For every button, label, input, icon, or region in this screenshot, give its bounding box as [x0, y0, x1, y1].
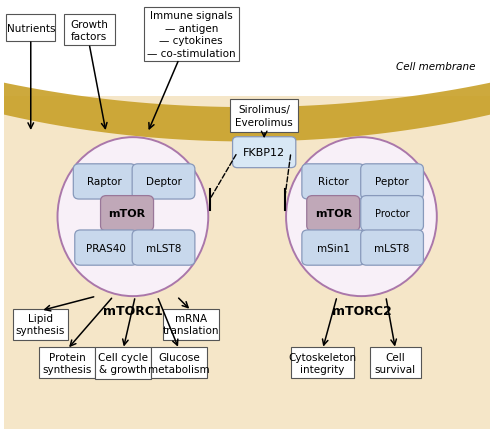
Text: Nutrients: Nutrients — [6, 24, 55, 34]
Text: Deptor: Deptor — [145, 177, 182, 187]
FancyBboxPatch shape — [6, 15, 55, 42]
FancyBboxPatch shape — [164, 309, 219, 340]
Text: Cell membrane: Cell membrane — [396, 62, 476, 72]
Text: mTOR: mTOR — [315, 209, 352, 219]
FancyBboxPatch shape — [144, 8, 239, 62]
FancyBboxPatch shape — [151, 347, 207, 378]
FancyBboxPatch shape — [64, 15, 114, 46]
FancyBboxPatch shape — [361, 164, 423, 200]
FancyBboxPatch shape — [75, 230, 137, 266]
Text: Protein
synthesis: Protein synthesis — [43, 352, 92, 374]
Text: mTOR: mTOR — [109, 209, 146, 219]
Text: Immune signals
— antigen
— cytokines
— co-stimulation: Immune signals — antigen — cytokines — c… — [147, 12, 236, 58]
Text: mLST8: mLST8 — [374, 243, 410, 253]
Text: Peptor: Peptor — [375, 177, 409, 187]
Text: mTORC2: mTORC2 — [331, 304, 391, 317]
Text: Proctor: Proctor — [375, 209, 409, 219]
Text: Raptor: Raptor — [87, 177, 122, 187]
Ellipse shape — [57, 138, 208, 296]
Text: Cell cycle
& growth: Cell cycle & growth — [98, 352, 148, 374]
FancyBboxPatch shape — [39, 347, 95, 378]
FancyBboxPatch shape — [95, 347, 151, 379]
FancyBboxPatch shape — [73, 164, 136, 200]
Ellipse shape — [286, 138, 437, 296]
Text: Growth
factors: Growth factors — [70, 19, 108, 42]
Text: Rictor: Rictor — [318, 177, 349, 187]
Polygon shape — [0, 0, 491, 142]
Text: Lipid
synthesis: Lipid synthesis — [16, 313, 65, 335]
FancyBboxPatch shape — [361, 196, 423, 231]
Text: PRAS40: PRAS40 — [86, 243, 126, 253]
FancyBboxPatch shape — [361, 230, 423, 266]
FancyBboxPatch shape — [307, 196, 360, 231]
FancyBboxPatch shape — [370, 347, 421, 378]
FancyBboxPatch shape — [302, 164, 365, 200]
Text: mRNA
translation: mRNA translation — [163, 313, 219, 335]
FancyBboxPatch shape — [4, 97, 491, 429]
FancyBboxPatch shape — [132, 230, 195, 266]
FancyBboxPatch shape — [233, 138, 296, 168]
Text: FKBP12: FKBP12 — [243, 148, 285, 158]
Text: mTORC1: mTORC1 — [103, 304, 163, 317]
FancyBboxPatch shape — [101, 196, 154, 231]
Text: mSin1: mSin1 — [317, 243, 350, 253]
FancyBboxPatch shape — [291, 347, 354, 378]
Text: Cytoskeleton
integrity: Cytoskeleton integrity — [289, 352, 356, 374]
Text: Glucose
metabolism: Glucose metabolism — [148, 352, 210, 374]
FancyBboxPatch shape — [230, 100, 298, 133]
Text: mLST8: mLST8 — [146, 243, 181, 253]
Text: Cell
survival: Cell survival — [375, 352, 416, 374]
Text: Sirolimus/
Everolimus: Sirolimus/ Everolimus — [235, 105, 293, 128]
FancyBboxPatch shape — [302, 230, 365, 266]
FancyBboxPatch shape — [132, 164, 195, 200]
FancyBboxPatch shape — [13, 309, 68, 340]
